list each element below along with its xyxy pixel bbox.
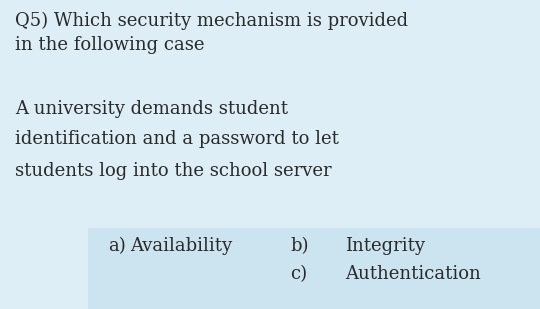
FancyBboxPatch shape xyxy=(88,228,540,309)
Text: in the following case: in the following case xyxy=(15,36,205,54)
Text: students log into the school server: students log into the school server xyxy=(15,162,332,180)
Text: c): c) xyxy=(290,265,307,283)
Text: Q5) Which security mechanism is provided: Q5) Which security mechanism is provided xyxy=(15,12,408,30)
Text: a): a) xyxy=(108,237,126,255)
Text: identification and a password to let: identification and a password to let xyxy=(15,130,339,148)
Text: Integrity: Integrity xyxy=(345,237,425,255)
Text: Availability: Availability xyxy=(130,237,232,255)
Text: A university demands student: A university demands student xyxy=(15,100,288,118)
Text: b): b) xyxy=(290,237,308,255)
Text: Authentication: Authentication xyxy=(345,265,481,283)
